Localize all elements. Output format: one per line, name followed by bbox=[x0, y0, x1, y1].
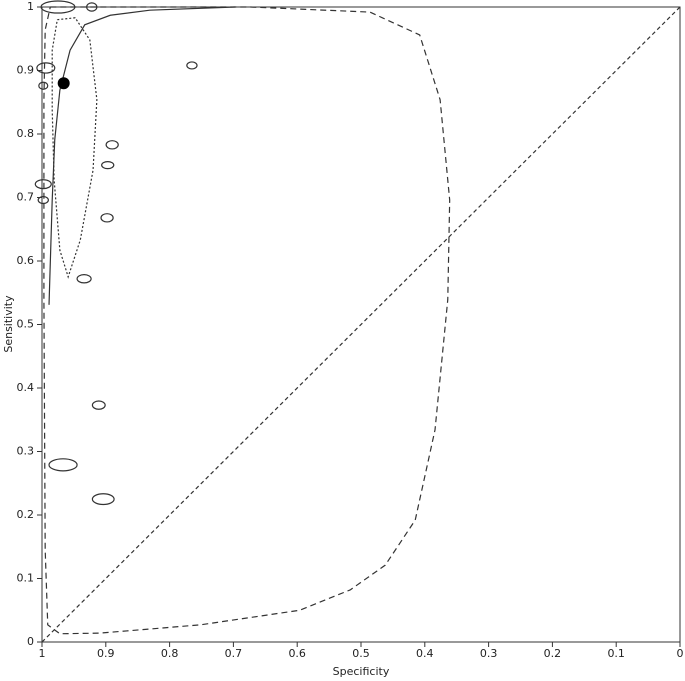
study-point bbox=[38, 81, 49, 90]
y-tick-label: 0.6 bbox=[17, 254, 35, 267]
study-point bbox=[100, 213, 114, 223]
y-tick-label: 0.2 bbox=[17, 508, 35, 521]
x-tick-label: 0.5 bbox=[352, 647, 370, 660]
y-tick-label: 0.1 bbox=[17, 572, 35, 585]
study-point bbox=[40, 0, 76, 14]
x-tick-label: 0.9 bbox=[97, 647, 115, 660]
y-tick-label: 0.8 bbox=[17, 127, 35, 140]
y-tick-label: 0.4 bbox=[17, 381, 35, 394]
y-tick-label: 0 bbox=[27, 635, 34, 648]
x-tick-label: 0.1 bbox=[607, 647, 625, 660]
diagonal-line bbox=[41, 6, 681, 643]
x-tick-label: 0.2 bbox=[544, 647, 562, 660]
summary-point bbox=[57, 77, 70, 90]
x-tick-label: 0.4 bbox=[416, 647, 434, 660]
sroc-curve bbox=[48, 6, 236, 305]
study-point bbox=[34, 179, 52, 190]
x-tick-label: 0.3 bbox=[480, 647, 498, 660]
y-tick-label: 0.9 bbox=[17, 64, 35, 77]
study-point bbox=[48, 458, 78, 472]
y-tick-label: 0.7 bbox=[17, 191, 35, 204]
study-point bbox=[91, 400, 106, 410]
study-point bbox=[36, 62, 56, 74]
x-tick-label: 0 bbox=[677, 647, 684, 660]
y-axis-label: Sensitivity bbox=[2, 295, 15, 353]
study-point bbox=[37, 195, 49, 205]
y-tick-label: 1 bbox=[27, 0, 34, 13]
x-tick-label: 0.8 bbox=[161, 647, 179, 660]
x-tick-label: 0.6 bbox=[288, 647, 306, 660]
x-axis-label: Specificity bbox=[333, 665, 390, 678]
study-point bbox=[76, 274, 92, 284]
study-point bbox=[86, 2, 98, 12]
x-tick-label: 0.7 bbox=[225, 647, 243, 660]
x-tick-label: 1 bbox=[39, 647, 46, 660]
confidence-region bbox=[51, 17, 98, 279]
y-tick-label: 0.5 bbox=[17, 318, 35, 331]
y-tick-label: 0.3 bbox=[17, 445, 35, 458]
study-point bbox=[186, 61, 198, 70]
prediction-region bbox=[43, 6, 451, 635]
study-point bbox=[91, 493, 115, 506]
study-point bbox=[101, 161, 115, 170]
study-point bbox=[105, 140, 119, 150]
